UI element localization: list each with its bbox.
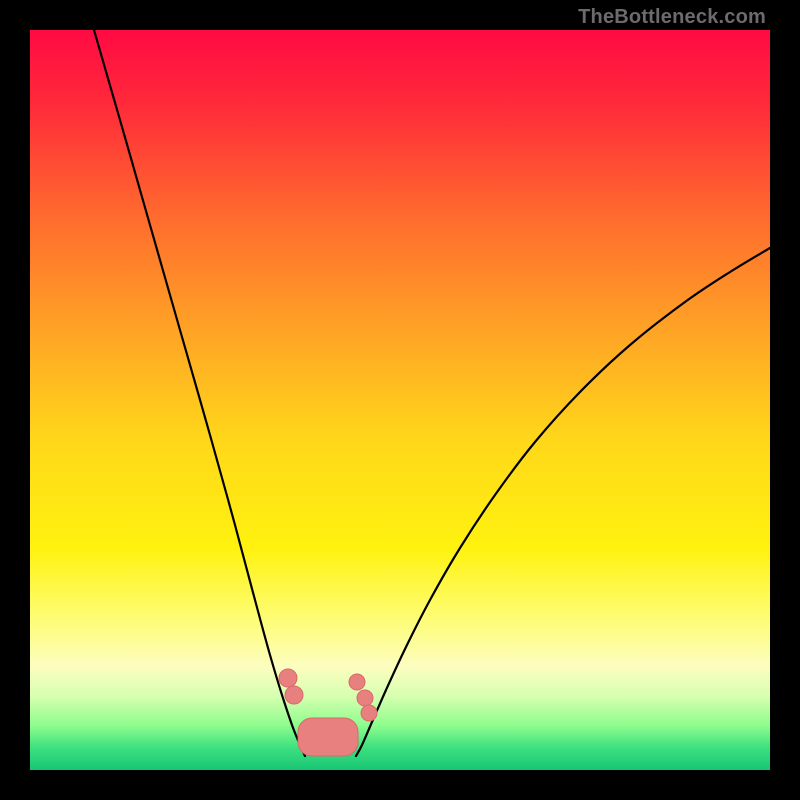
plot-area bbox=[30, 30, 770, 770]
curve-left bbox=[94, 30, 305, 756]
curve-right bbox=[356, 248, 770, 756]
chart-frame: TheBottleneck.com bbox=[0, 0, 800, 800]
watermark-text: TheBottleneck.com bbox=[578, 6, 766, 29]
bottleneck-curve bbox=[30, 30, 770, 770]
